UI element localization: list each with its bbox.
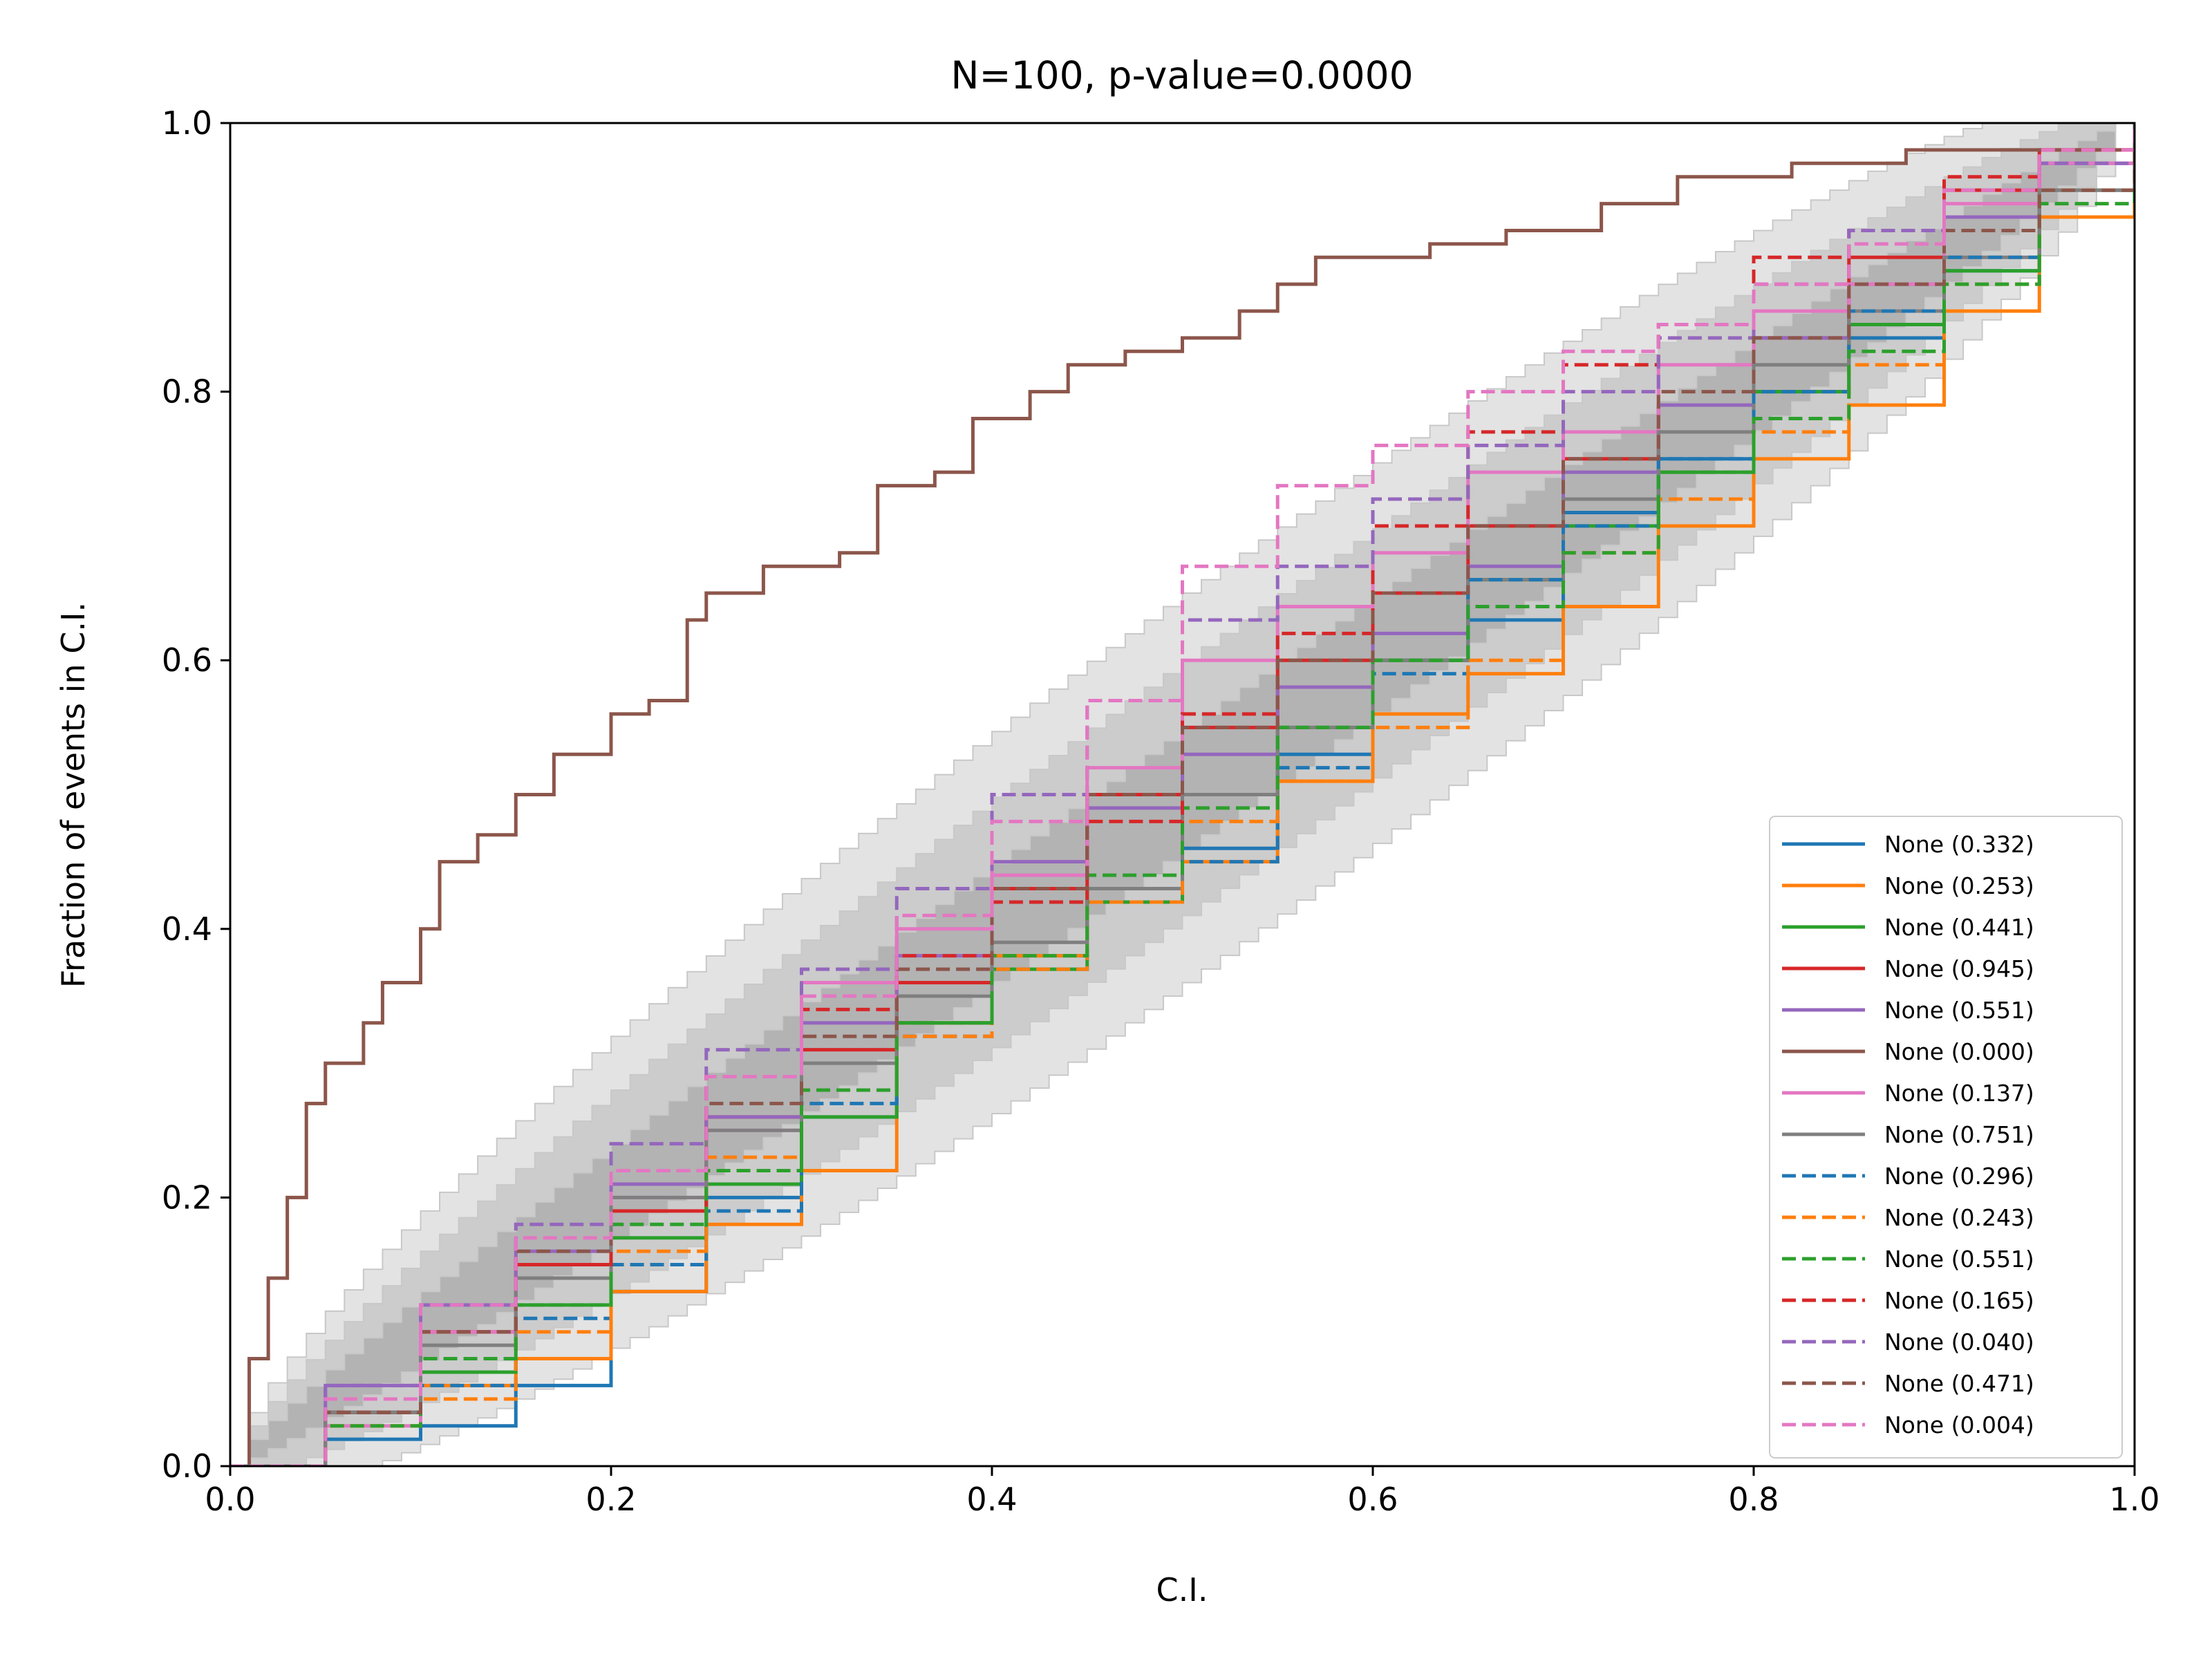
series-line-14 [230,123,2135,1466]
legend-entry: None (0.004) [1884,1412,2034,1438]
y-tick-label: 0.0 [162,1447,212,1485]
legend-entry: None (0.296) [1884,1163,2034,1190]
legend-entry: None (0.471) [1884,1370,2034,1397]
legend-entry: None (0.751) [1884,1121,2034,1148]
x-tick-label: 0.8 [1728,1481,1779,1518]
legend-box [1769,816,2123,1459]
x-tick-label: 1.0 [2109,1481,2159,1518]
y-tick-label: 0.8 [162,373,212,411]
legend-entry: None (0.551) [1884,1246,2034,1273]
y-axis-ticks: 0.0 0.2 0.4 0.6 0.8 1.0 [162,104,230,1485]
x-tick-label: 0.0 [205,1481,255,1518]
legend-entry: None (0.945) [1884,955,2034,982]
y-tick-label: 0.2 [162,1179,212,1216]
y-tick-label: 0.6 [162,641,212,679]
legend-entry: None (0.137) [1884,1080,2034,1107]
legend-entry: None (0.040) [1884,1329,2034,1356]
y-tick-label: 1.0 [162,104,212,142]
x-axis-label: C.I. [1156,1571,1208,1609]
series-line-6 [230,123,2135,1466]
legend-entry: None (0.332) [1884,831,2034,858]
legend-entry: None (0.000) [1884,1038,2034,1065]
x-tick-label: 0.4 [966,1481,1017,1518]
x-axis-ticks: 0.0 0.2 0.4 0.6 0.8 1.0 [205,1466,2160,1518]
x-tick-label: 0.2 [585,1481,636,1518]
legend-entry: None (0.165) [1884,1287,2034,1314]
y-tick-label: 0.4 [162,910,212,948]
chart-title: N=100, p-value=0.0000 [950,53,1413,97]
legend-entry: None (0.243) [1884,1204,2034,1231]
plot-frame [229,122,2136,1468]
series-line-15 [230,123,2135,1466]
legend: None (0.332) None (0.253) None (0.441) None… [1769,816,2123,1459]
legend-entry: None (0.551) [1884,997,2034,1024]
y-axis-label: Fraction of events in C.I. [55,602,92,988]
legend-entry: None (0.253) [1884,872,2034,899]
series-lines [230,123,2135,1466]
legend-entry: None (0.441) [1884,914,2034,941]
x-tick-label: 0.6 [1347,1481,1398,1518]
